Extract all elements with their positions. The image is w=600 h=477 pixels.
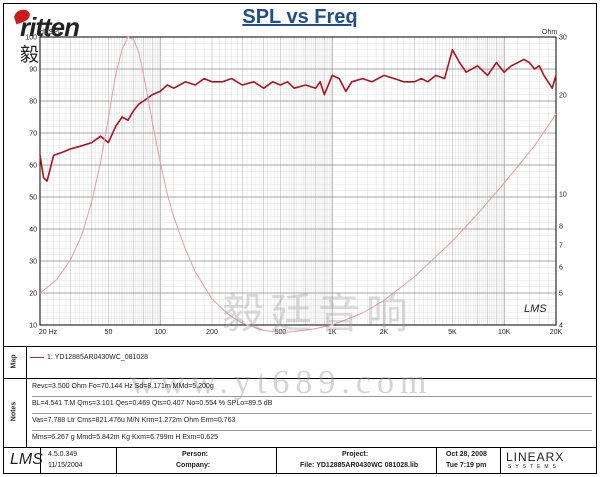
right-tick-label: 30 bbox=[559, 35, 567, 42]
x-tick-label: 1K bbox=[328, 329, 337, 336]
impedance-series-line bbox=[39, 36, 557, 333]
map-panel-label: Map bbox=[10, 354, 18, 369]
software-version: 4.5.0.349 bbox=[48, 451, 78, 458]
x-tick-label: 200 bbox=[206, 329, 218, 336]
left-tick-label: 40 bbox=[29, 227, 37, 234]
watermark-chinese: 毅廷音响 bbox=[222, 289, 415, 338]
note-line-4: Mms=6.267 g Mmd=5.842m Kg Kxm=6.799m H E… bbox=[32, 434, 218, 441]
left-tick-label: 30 bbox=[29, 259, 37, 266]
note-rule bbox=[32, 396, 592, 397]
x-tick-label: 100 bbox=[154, 329, 166, 336]
footer-divider bbox=[116, 447, 117, 474]
left-tick-label: 100 bbox=[25, 35, 37, 42]
note-line-1: Revc=3.500 Ohm Fo=70.144 Hz Sd=8.171m MM… bbox=[32, 383, 214, 390]
left-tick-label: 90 bbox=[29, 67, 37, 74]
right-axis-unit: Ohm bbox=[542, 29, 558, 36]
report-date: Oct 28, 2008 bbox=[446, 451, 487, 458]
note-line-3: Vas=7.788 Ltr Cms=821.476u M/N Krm=1.272… bbox=[32, 417, 236, 424]
left-tick-label: 10 bbox=[29, 323, 37, 330]
lms-chart-logo: LMS bbox=[524, 303, 547, 315]
notes-panel-label: Notes bbox=[10, 401, 18, 422]
footer-divider bbox=[276, 447, 277, 474]
note-rule bbox=[32, 413, 592, 414]
legend-entry-label: 1: YD12885AR0430WC_081028 bbox=[47, 354, 149, 361]
chart-title: SPL vs Freq bbox=[242, 6, 358, 28]
x-tick-label: 2K bbox=[380, 329, 389, 336]
x-tick-label: 5K bbox=[448, 329, 457, 336]
right-tick-label: 5 bbox=[559, 291, 563, 298]
watermark-url: www.yt689.com bbox=[130, 364, 433, 401]
note-rule bbox=[32, 430, 592, 431]
linearx-systems: SYSTEMS bbox=[508, 464, 560, 470]
footer-divider bbox=[40, 447, 41, 474]
file-label: File: YD12885AR0430WC 081028.lib bbox=[300, 462, 419, 469]
window-frame bbox=[3, 3, 597, 474]
left-tick-label: 80 bbox=[29, 99, 37, 106]
left-tick-label: 60 bbox=[29, 163, 37, 170]
right-tick-label: 10 bbox=[559, 192, 567, 199]
legend-swatch-icon bbox=[30, 356, 44, 358]
left-tick-label: 20 bbox=[29, 291, 37, 298]
x-tick-label: 20 Hz bbox=[39, 329, 58, 336]
right-tick-label: 8 bbox=[559, 223, 563, 230]
left-axis-unit: dBSPL bbox=[40, 29, 62, 36]
right-tick-label: 4 bbox=[559, 323, 563, 330]
panel-label-divider bbox=[26, 346, 27, 447]
x-tick-label: 20K bbox=[550, 329, 563, 336]
project-label: Project: bbox=[342, 451, 369, 458]
plot-border bbox=[39, 36, 557, 326]
software-date: 11/15/2004 bbox=[48, 462, 83, 469]
divider-map-notes bbox=[3, 378, 597, 379]
x-tick-label: 10K bbox=[498, 329, 511, 336]
footer-divider bbox=[500, 447, 501, 474]
spl-series-line bbox=[39, 48, 557, 182]
x-tick-label: 50 bbox=[105, 329, 113, 336]
linearx-logo: LINEARX bbox=[506, 450, 565, 464]
legend-entry[interactable]: 1: YD12885AR0430WC_081028 bbox=[30, 354, 148, 361]
lms-footer-logo: LMS bbox=[10, 451, 43, 468]
footer-divider bbox=[436, 447, 437, 474]
person-label: Person: bbox=[182, 451, 209, 458]
company-label: Company: bbox=[176, 462, 211, 469]
note-line-2: BL=4.541 T.M Qms=3.101 Qes=0.469 Qts=0.4… bbox=[32, 400, 273, 407]
divider-chart-map bbox=[3, 346, 597, 347]
report-time: Tue 7:19 pm bbox=[446, 462, 487, 469]
right-tick-label: 7 bbox=[559, 243, 563, 250]
divider-notes-footer bbox=[3, 447, 597, 448]
right-tick-label: 20 bbox=[559, 92, 567, 99]
left-tick-label: 50 bbox=[29, 195, 37, 202]
left-tick-label: 70 bbox=[29, 131, 37, 138]
right-tick-label: 6 bbox=[559, 265, 563, 272]
